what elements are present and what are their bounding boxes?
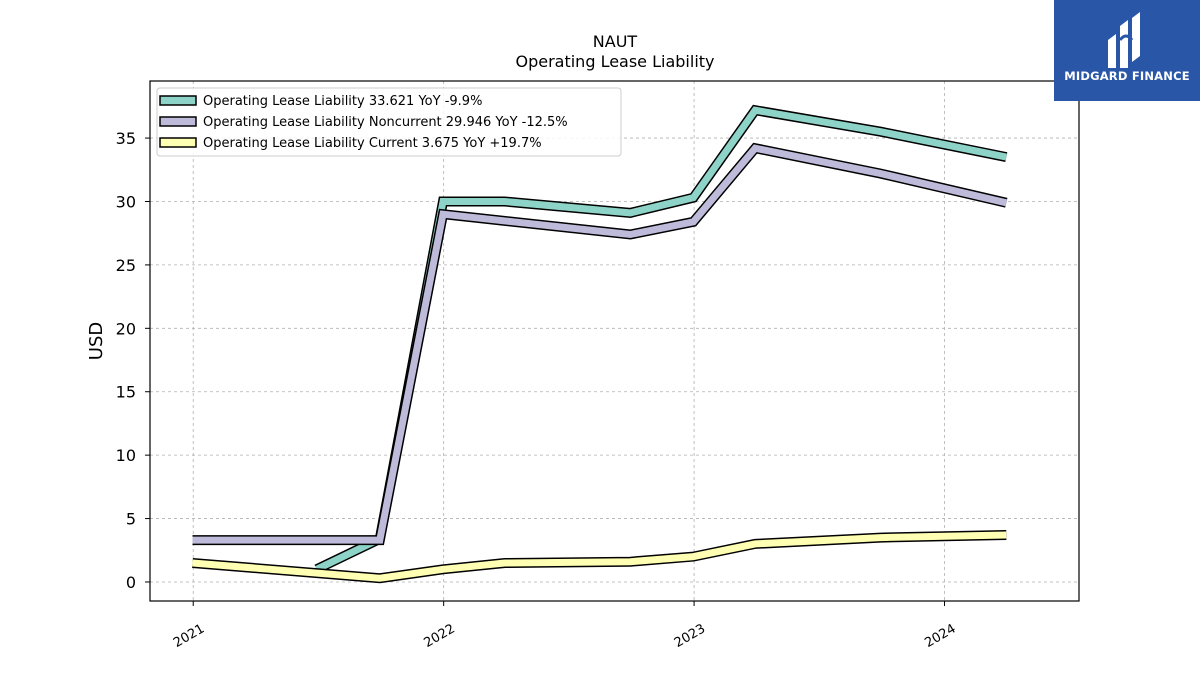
plot-frame — [149, 80, 1080, 602]
legend-swatch — [159, 95, 197, 106]
legend: Operating Lease Liability 33.621 YoY -9.… — [156, 87, 622, 157]
logo-mark-icon — [1108, 12, 1140, 68]
x-tick-label: 2023 — [672, 621, 708, 651]
brand-logo: MIDGARD FINANCE — [1054, 0, 1200, 101]
legend-box — [156, 87, 622, 157]
legend-label: Operating Lease Liability Noncurrent 29.… — [203, 115, 568, 130]
chart-subtitle: Operating Lease Liability — [515, 52, 714, 71]
series-lines — [192, 104, 1008, 584]
legend-swatch — [159, 116, 197, 127]
y-tick-label: 0 — [126, 573, 136, 592]
y-tick-label: 25 — [116, 256, 136, 275]
series-2 — [192, 142, 1008, 546]
x-tick-label: 2022 — [421, 621, 457, 651]
legend-label: Operating Lease Liability 33.621 YoY -9.… — [203, 94, 482, 109]
chart-title: NAUT — [593, 32, 638, 51]
logo-text: MIDGARD FINANCE — [1064, 69, 1190, 83]
y-tick-label: 10 — [116, 446, 136, 465]
x-tick-label: 2021 — [171, 621, 207, 651]
series-3 — [192, 530, 1007, 584]
grid — [150, 81, 1079, 601]
series-line — [192, 144, 1008, 544]
y-tick-label: 15 — [116, 383, 136, 402]
x-tick-label: 2024 — [922, 621, 958, 651]
series-line — [192, 531, 1007, 582]
y-tick-label: 5 — [126, 510, 136, 529]
y-axis-label: USD — [86, 322, 107, 360]
y-tick-label: 35 — [116, 129, 136, 148]
y-tick-label: 30 — [116, 192, 136, 211]
legend-label: Operating Lease Liability Current 3.675 … — [203, 136, 542, 151]
legend-swatch — [159, 137, 197, 148]
y-tick-label: 20 — [116, 319, 136, 338]
